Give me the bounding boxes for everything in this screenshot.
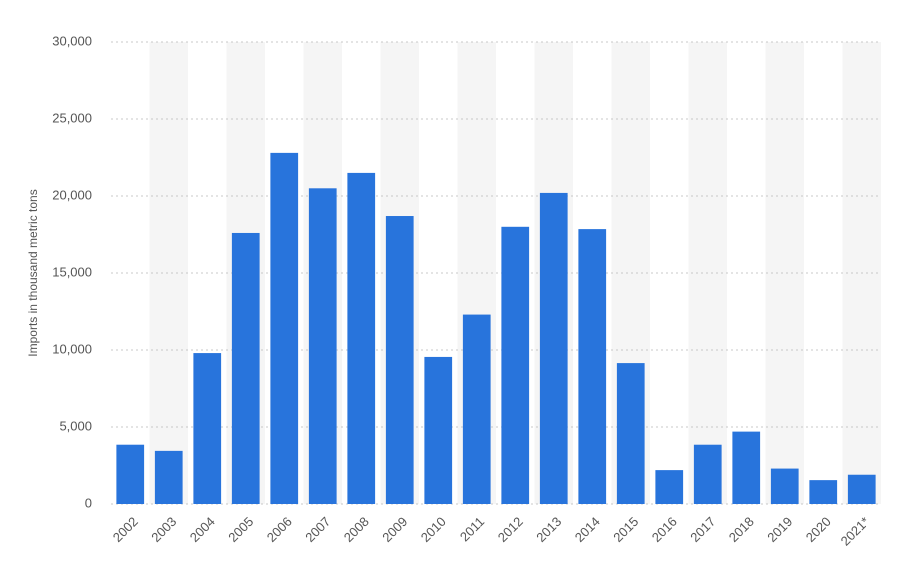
bar bbox=[347, 172, 376, 504]
bar bbox=[501, 226, 530, 505]
bar bbox=[578, 229, 607, 505]
y-axis-label: Imports in thousand metric tons bbox=[26, 189, 40, 356]
bar bbox=[154, 450, 183, 504]
bar bbox=[539, 192, 568, 505]
y-tick-label: 10,000 bbox=[52, 341, 92, 356]
x-tick-label: 2019 bbox=[764, 514, 795, 545]
bar bbox=[693, 444, 722, 504]
bar bbox=[116, 444, 145, 504]
bar bbox=[655, 470, 684, 504]
y-tick-label: 5,000 bbox=[59, 418, 92, 433]
x-tick-label: 2007 bbox=[302, 514, 333, 545]
bar bbox=[770, 468, 799, 504]
y-tick-label: 15,000 bbox=[52, 264, 92, 279]
bar bbox=[732, 431, 761, 504]
x-tick-label: 2013 bbox=[533, 514, 564, 545]
y-tick-label: 0 bbox=[85, 495, 92, 510]
x-tick-label: 2005 bbox=[225, 514, 256, 545]
bar bbox=[193, 353, 222, 504]
x-tick-label: 2012 bbox=[495, 514, 526, 545]
x-tick-label: 2017 bbox=[687, 514, 718, 545]
x-tick-label: 2002 bbox=[110, 514, 141, 545]
bar bbox=[847, 474, 876, 504]
bar bbox=[616, 363, 645, 504]
x-tick-label: 2014 bbox=[572, 514, 603, 545]
x-tick-label: 2008 bbox=[341, 514, 372, 545]
x-tick-label: 2016 bbox=[649, 514, 680, 545]
x-tick-label: 2004 bbox=[187, 514, 218, 545]
y-tick-label: 20,000 bbox=[52, 187, 92, 202]
bar bbox=[424, 356, 453, 504]
x-tick-label: 2021* bbox=[838, 514, 873, 549]
y-tick-label: 30,000 bbox=[52, 33, 92, 48]
x-tick-label: 2011 bbox=[457, 514, 487, 544]
bar bbox=[308, 188, 337, 505]
x-tick-label: 2015 bbox=[610, 514, 641, 545]
x-tick-label: 2003 bbox=[148, 514, 179, 545]
x-tick-label: 2020 bbox=[803, 514, 834, 545]
x-tick-label: 2009 bbox=[379, 514, 410, 545]
bar bbox=[462, 314, 491, 504]
bar bbox=[231, 232, 260, 504]
bar bbox=[809, 480, 838, 504]
y-tick-label: 25,000 bbox=[52, 110, 92, 125]
x-tick-label: 2010 bbox=[418, 514, 449, 545]
bar bbox=[385, 216, 414, 504]
bar bbox=[270, 152, 299, 504]
x-tick-label: 2006 bbox=[264, 514, 295, 545]
x-tick-label: 2018 bbox=[726, 514, 757, 545]
